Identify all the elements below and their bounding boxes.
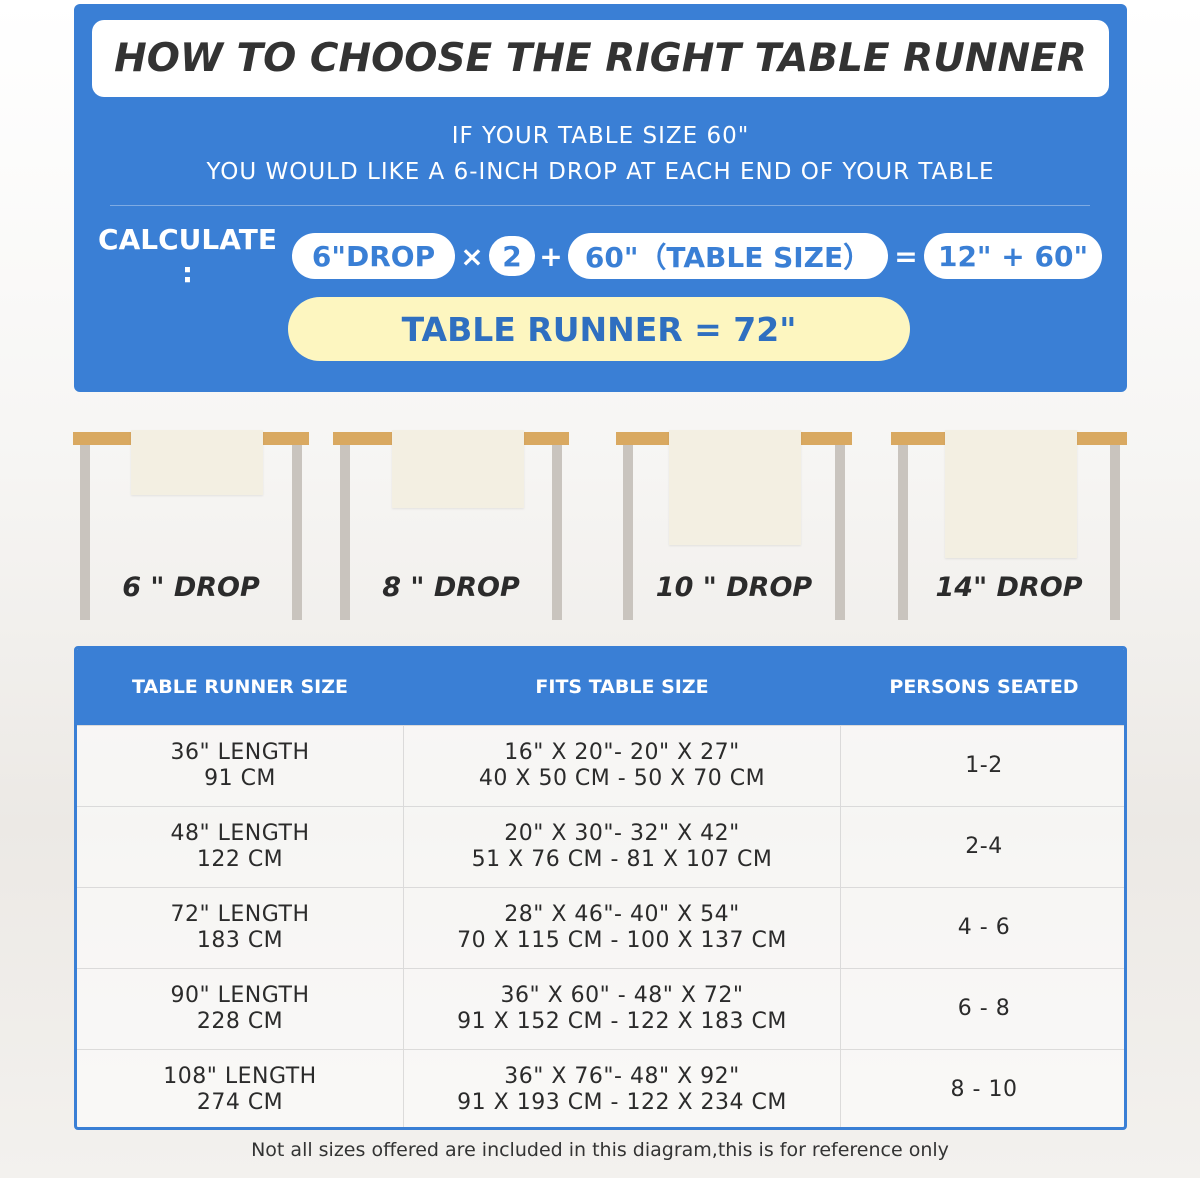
fit-cm: 40 X 50 CM - 50 X 70 CM [478,766,766,791]
table-leg [552,445,562,620]
drop-pill: 6"DROP [292,233,455,279]
footnote: Not all sizes offered are included in th… [251,1139,949,1161]
persons-cell: 4 - 6 [957,915,1011,940]
runner-size-cell: 48" LENGTH 122 CM [77,807,403,887]
divider [110,205,1090,206]
runner-size-cell: 72" LENGTH 183 CM [77,888,403,968]
persons-cell: 8 - 10 [950,1077,1018,1102]
drop-label: 8 " DROP [382,572,520,603]
fits-cell: 16" X 20"- 20" X 27" 40 X 50 CM - 50 X 70… [403,726,841,806]
page-title: HOW TO CHOOSE THE RIGHT TABLE RUNNER [92,20,1109,97]
table-leg [898,445,908,620]
table-size-pill: 60"（TABLE SIZE） [568,233,888,279]
fit-cm: 70 X 115 CM - 100 X 137 CM [457,928,787,953]
length-in: 36" LENGTH [170,740,310,765]
runner-drop [669,430,801,545]
sum-pill: 12" + 60" [924,233,1102,279]
fit-in: 36" X 60" - 48" X 72" [500,983,744,1008]
header-runner-size: TABLE RUNNER SIZE [132,676,348,698]
equals-sign: = [894,239,918,273]
length-cm: 274 CM [196,1090,284,1115]
result-pill: TABLE RUNNER = 72" [288,297,910,361]
runner-size-cell: 108" LENGTH 274 CM [77,1050,403,1127]
plus-sign: + [539,239,563,273]
runner-size-cell: 90" LENGTH 228 CM [77,969,403,1049]
fits-cell: 36" X 76"- 48" X 92" 91 X 193 CM - 122 X … [403,1050,841,1127]
table-row: 36" LENGTH 91 CM 16" X 20"- 20" X 27" 40 X… [77,725,1124,806]
fit-cm: 51 X 76 CM - 81 X 107 CM [471,847,773,872]
table-row: 72" LENGTH 183 CM 28" X 46"- 40" X 54" 70 … [77,887,1124,968]
persons-cell: 2-4 [965,834,1003,859]
runner-drop [945,430,1077,558]
runner-drop [392,430,524,508]
fit-in: 36" X 76"- 48" X 92" [504,1064,740,1089]
table-header: TABLE RUNNER SIZE FITS TABLE SIZE PERSON… [77,649,1124,725]
example-line-2: YOU WOULD LIKE A 6-INCH DROP AT EACH END… [206,159,995,185]
fit-cm: 91 X 193 CM - 122 X 234 CM [457,1090,787,1115]
runner-drop [131,430,263,495]
drop-illustration-6: 6 " DROP [73,430,309,622]
table-leg [80,445,90,620]
size-table: TABLE RUNNER SIZE FITS TABLE SIZE PERSON… [74,646,1127,1130]
table-row: 108" LENGTH 274 CM 36" X 76"- 48" X 92" 91… [77,1049,1124,1127]
fit-in: 28" X 46"- 40" X 54" [504,902,740,927]
calculate-label: CALCULATE : [98,223,277,289]
table-leg [340,445,350,620]
drop-illustration-8: 8 " DROP [333,430,569,622]
length-cm: 228 CM [196,1009,284,1034]
table-leg [292,445,302,620]
header-fits-table-size: FITS TABLE SIZE [535,676,709,698]
length-cm: 122 CM [196,847,284,872]
length-cm: 183 CM [196,928,284,953]
length-in: 72" LENGTH [170,902,310,927]
length-in: 90" LENGTH [170,983,310,1008]
length-cm: 91 CM [204,766,276,791]
runner-size-cell: 36" LENGTH 91 CM [77,726,403,806]
table-leg [1110,445,1120,620]
drop-illustration-14: 14" DROP [891,430,1127,622]
fit-cm: 91 X 152 CM - 122 X 183 CM [457,1009,787,1034]
example-line-1: IF YOUR TABLE SIZE 60" [451,123,750,149]
fit-in: 16" X 20"- 20" X 27" [504,740,740,765]
drop-illustration-10: 10 " DROP [616,430,852,622]
drop-label: 14" DROP [935,572,1083,603]
table-leg [835,445,845,620]
fits-cell: 20" X 30"- 32" X 42" 51 X 76 CM - 81 X 10… [403,807,841,887]
drop-label: 6 " DROP [122,572,260,603]
fits-cell: 36" X 60" - 48" X 72" 91 X 152 CM - 122 X… [403,969,841,1049]
table-row: 48" LENGTH 122 CM 20" X 30"- 32" X 42" 51 … [77,806,1124,887]
length-in: 108" LENGTH [163,1064,317,1089]
length-in: 48" LENGTH [170,821,310,846]
drop-label: 10 " DROP [655,572,813,603]
persons-cell: 6 - 8 [957,996,1011,1021]
times-sign: × [460,239,484,273]
table-leg [623,445,633,620]
persons-cell: 1-2 [965,753,1003,778]
header-persons-seated: PERSONS SEATED [889,676,1079,698]
table-row: 90" LENGTH 228 CM 36" X 60" - 48" X 72" 91… [77,968,1124,1049]
multiplier-pill: 2 [489,236,535,276]
fits-cell: 28" X 46"- 40" X 54" 70 X 115 CM - 100 X … [403,888,841,968]
fit-in: 20" X 30"- 32" X 42" [504,821,740,846]
